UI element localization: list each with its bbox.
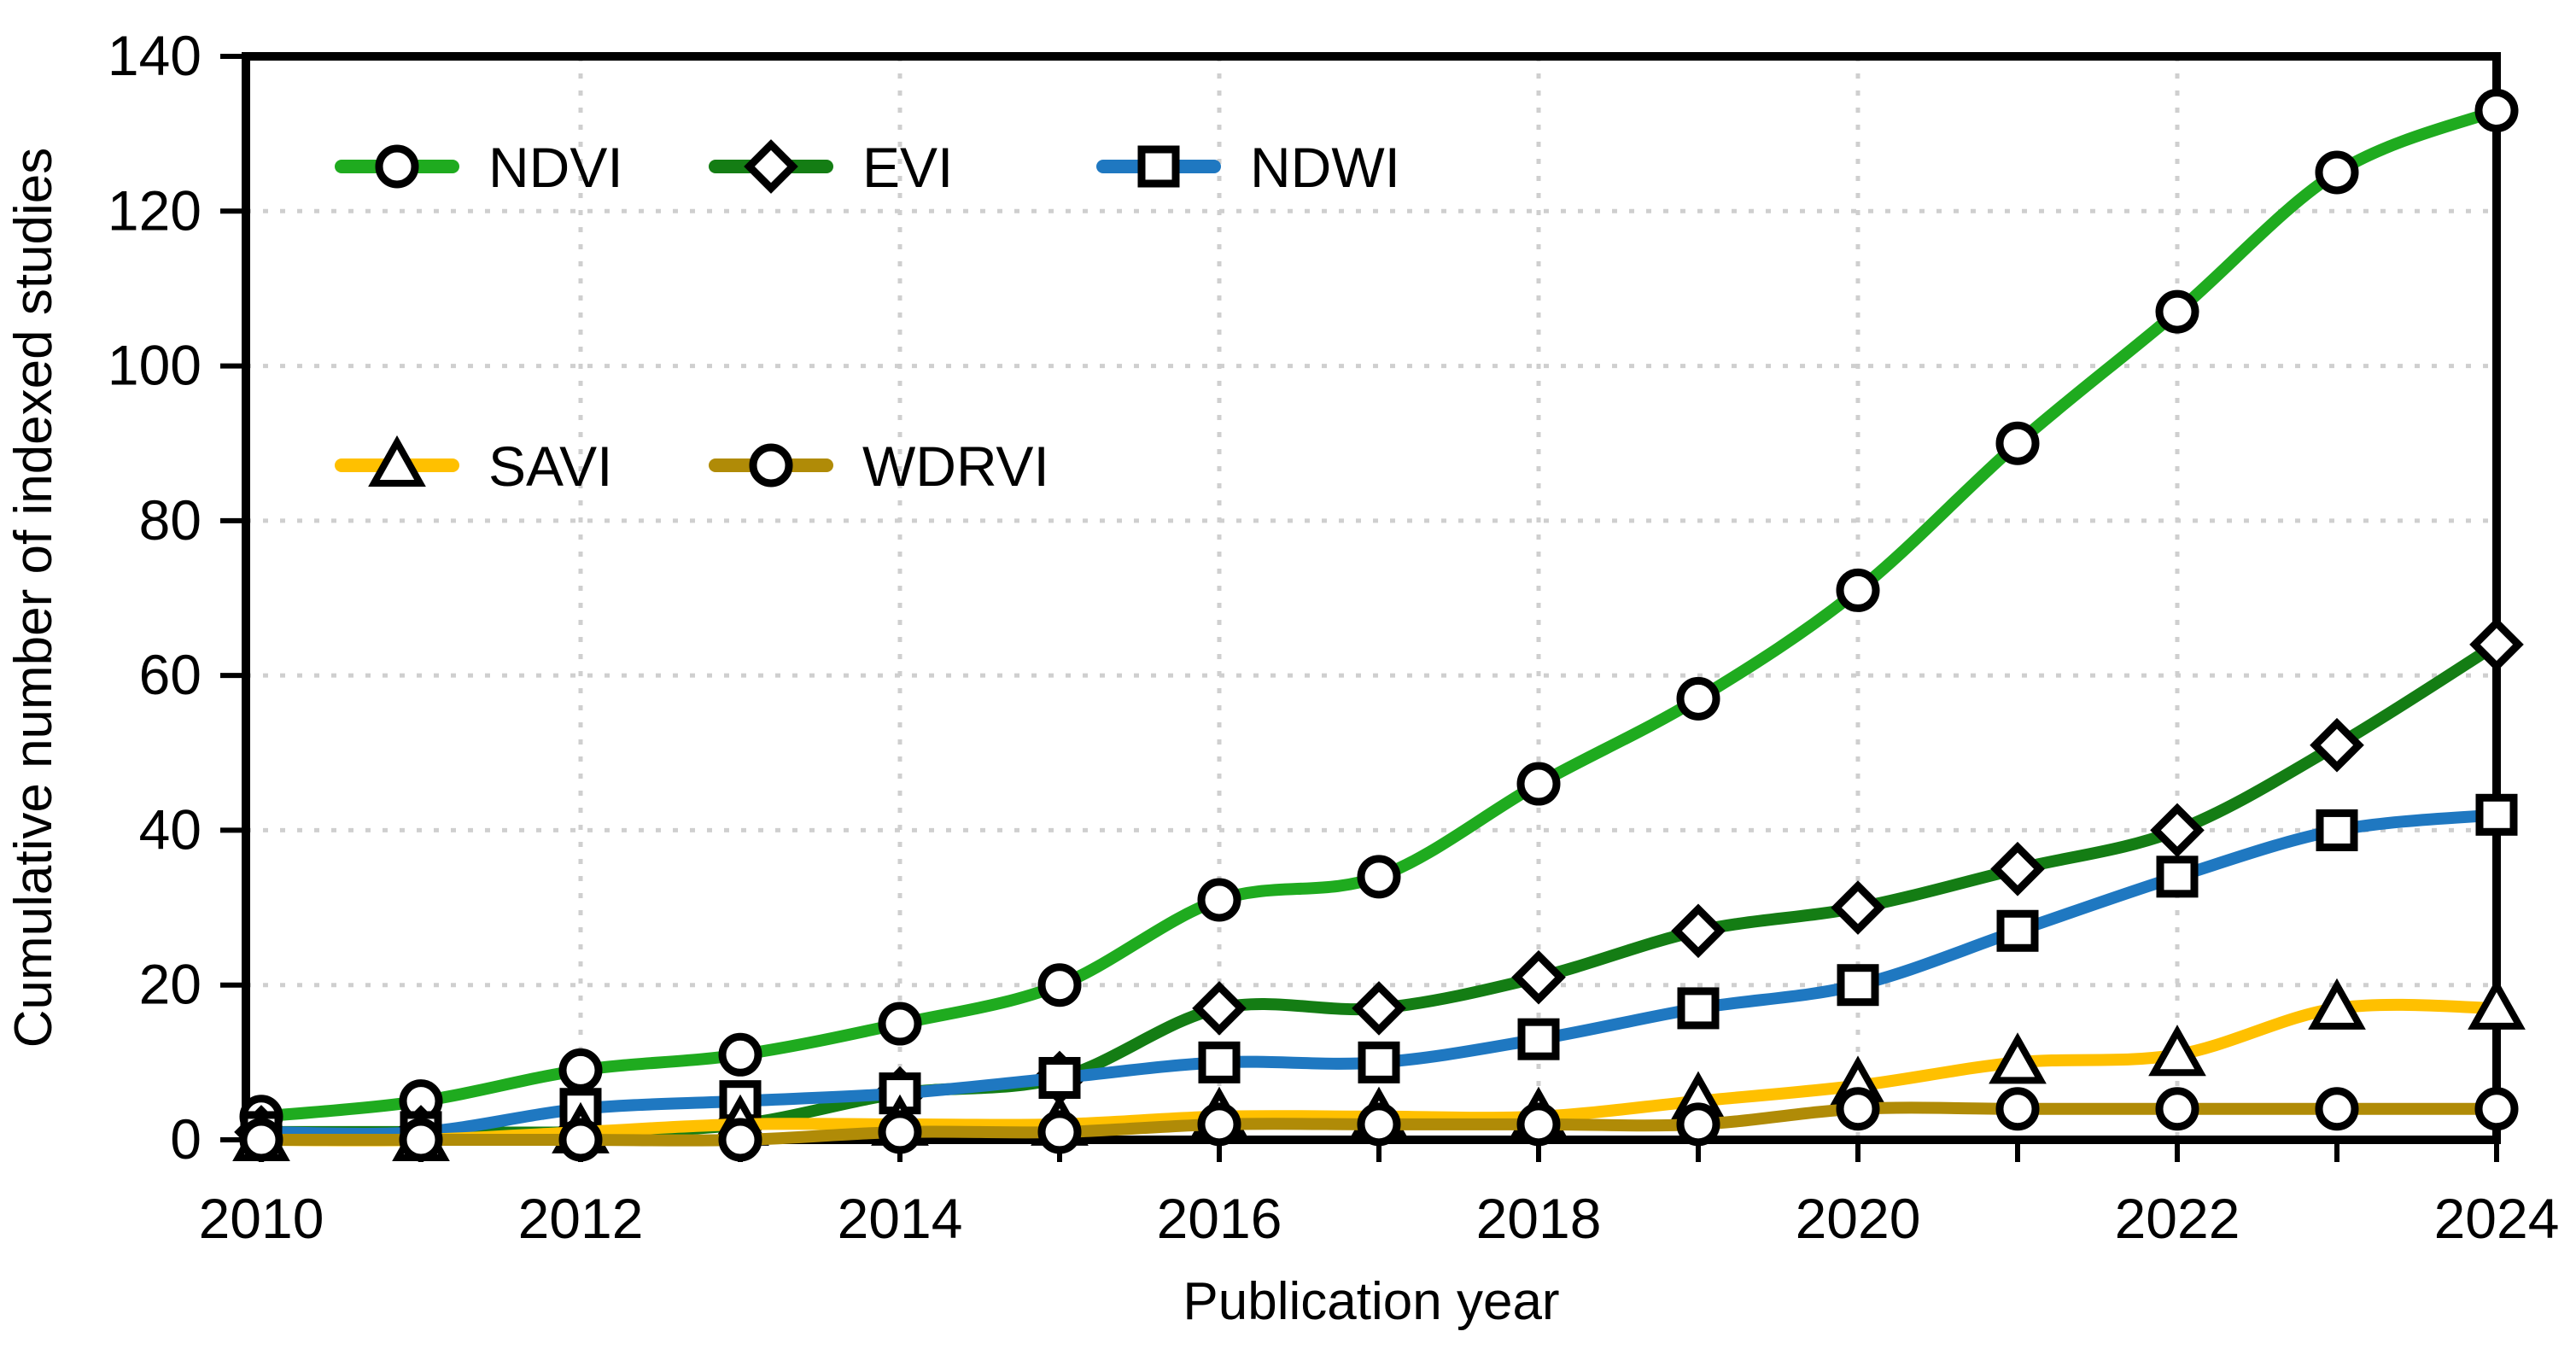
gridlines (246, 56, 2497, 1140)
series-marker-NDWI-2016 (1198, 1041, 1241, 1083)
legend-item-NDWI: NDWI (1096, 136, 1400, 199)
legend-label-NDVI: NDVI (488, 136, 623, 199)
axis-tick-labels: 0 20 40 60 80 100 120 140 2010 2012 2014 2016 2018 20… (108, 24, 2560, 1250)
series-marker-WDRVI-2021 (1995, 1087, 2040, 1131)
series-marker-NDVI-2022 (2155, 289, 2199, 334)
x-tick-label: 2016 (1157, 1187, 1282, 1250)
series-marker-WDRVI-2019 (1676, 1102, 1720, 1147)
series-marker-WDRVI-2017 (1357, 1102, 1401, 1147)
x-tick-label: 2014 (838, 1187, 963, 1250)
y-tick-label: 40 (139, 797, 202, 861)
legend-marker-SAVI (368, 435, 426, 487)
series-marker-EVI-2019 (1671, 903, 1726, 959)
series-marker-NDVI-2018 (1516, 762, 1561, 806)
legend-label-EVI: EVI (862, 136, 953, 199)
legend-item-SAVI: SAVI (335, 435, 613, 498)
legend-label-NDWI: NDWI (1250, 136, 1400, 199)
series-marker-WDRVI-2010 (239, 1118, 283, 1162)
x-tick-label: 2020 (1796, 1187, 1921, 1250)
y-tick-label: 100 (108, 334, 202, 397)
y-tick-label: 20 (139, 953, 202, 1016)
series-marker-WDRVI-2016 (1197, 1102, 1241, 1147)
axis-ticks (220, 54, 2499, 1162)
series-line-NDVI (255, 104, 2503, 1123)
series-marker-NDWI-2023 (2316, 809, 2358, 851)
legend-marker-WDRVI (749, 443, 793, 488)
series-marker-EVI-2017 (1352, 981, 1406, 1036)
x-tick-label: 2010 (199, 1187, 324, 1250)
series-marker-WDRVI-2022 (2155, 1087, 2199, 1131)
series-marker-NDWI-2021 (1996, 909, 2039, 952)
series-marker-NDVI-2024 (2474, 88, 2519, 132)
series-marker-WDRVI-2011 (399, 1118, 443, 1162)
series-marker-WDRVI-2015 (1037, 1110, 1082, 1154)
series-marker-EVI-2020 (1831, 880, 1885, 935)
y-axis-title: Cumulative number of indexed studies (4, 148, 63, 1048)
series-marker-NDVI-2015 (1037, 963, 1082, 1007)
x-axis-title: Publication year (1183, 1272, 1559, 1331)
series-marker-NDVI-2021 (1995, 421, 2040, 465)
series-marker-NDWI-2015 (1038, 1056, 1081, 1099)
legend-label-SAVI: SAVI (488, 435, 613, 498)
series-marker-NDVI-2019 (1676, 676, 1720, 721)
series-marker-EVI-2024 (2469, 617, 2524, 672)
series-marker-NDVI-2017 (1357, 855, 1401, 899)
legend-item-WDRVI: WDRVI (709, 435, 1049, 498)
series-marker-EVI-2023 (2310, 717, 2364, 773)
legend-marker-NDWI (1137, 145, 1180, 188)
series-marker-SAVI-2021 (1989, 1032, 2047, 1084)
series-marker-NDVI-2020 (1836, 568, 1880, 612)
y-tick-label: 60 (139, 643, 202, 706)
y-tick-label: 80 (139, 488, 202, 552)
series-marker-NDWI-2020 (1837, 964, 1879, 1007)
series-marker-NDVI-2013 (718, 1032, 762, 1077)
series-marker-NDWI-2022 (2156, 856, 2199, 898)
plot-border (242, 52, 2501, 1144)
x-tick-label: 2018 (1476, 1187, 1602, 1250)
data-series (232, 88, 2526, 1162)
series-marker-SAVI-2023 (2308, 978, 2366, 1030)
series-marker-NDVI-2016 (1197, 878, 1241, 922)
series-marker-NDVI-2012 (558, 1048, 603, 1092)
legend-marker-NDVI (375, 144, 419, 189)
series-marker-WDRVI-2012 (558, 1118, 603, 1162)
series-marker-WDRVI-2013 (718, 1118, 762, 1162)
series-marker-WDRVI-2023 (2315, 1087, 2359, 1131)
series-marker-NDWI-2018 (1517, 1018, 1560, 1060)
series-marker-SAVI-2022 (2148, 1025, 2206, 1077)
series-marker-NDWI-2024 (2475, 793, 2518, 836)
series-marker-EVI-2022 (2150, 803, 2205, 858)
series-marker-NDVI-2014 (878, 1002, 922, 1046)
legend-marker-EVI (744, 139, 798, 194)
series-marker-SAVI-2024 (2468, 978, 2526, 1030)
series-marker-EVI-2018 (1511, 949, 1566, 1005)
series-marker-EVI-2021 (1990, 841, 2045, 896)
series-marker-WDRVI-2014 (878, 1110, 922, 1154)
series-marker-NDVI-2023 (2315, 150, 2359, 195)
x-tick-label: 2022 (2115, 1187, 2240, 1250)
legend: NDVI EVI NDWI SAVI WDRVI (335, 136, 1400, 498)
series-marker-NDWI-2019 (1677, 987, 1720, 1030)
x-tick-label: 2024 (2434, 1187, 2560, 1250)
y-tick-label: 0 (170, 1107, 202, 1171)
y-tick-label: 120 (108, 178, 202, 242)
series-marker-WDRVI-2018 (1516, 1102, 1561, 1147)
x-tick-label: 2012 (518, 1187, 644, 1250)
legend-item-NDVI: NDVI (335, 136, 623, 199)
series-marker-NDWI-2017 (1358, 1041, 1400, 1083)
series-marker-WDRVI-2020 (1836, 1087, 1880, 1131)
series-marker-WDRVI-2024 (2474, 1087, 2519, 1131)
legend-item-EVI: EVI (709, 136, 953, 199)
legend-label-WDRVI: WDRVI (862, 435, 1049, 498)
y-tick-label: 140 (108, 24, 202, 87)
series-marker-EVI-2016 (1192, 981, 1247, 1036)
